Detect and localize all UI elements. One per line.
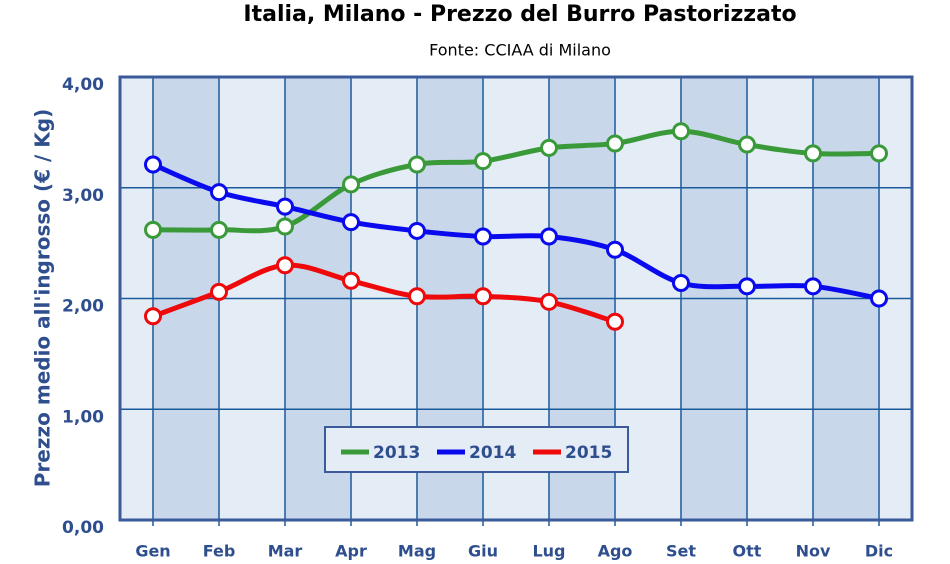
data-point — [144, 307, 162, 326]
x-tick-label: Ago — [598, 542, 633, 561]
x-tick-label: Dic — [865, 542, 893, 561]
y-axis-label: Prezzo medio all'ingrosso (€ / Kg) — [31, 109, 55, 487]
data-point — [606, 240, 624, 259]
data-point — [276, 217, 294, 236]
y-tick-label: 2,00 — [62, 297, 104, 317]
data-point — [474, 152, 492, 171]
data-point — [474, 287, 492, 306]
y-tick-label: 0,00 — [62, 518, 104, 538]
plot-frame — [118, 75, 914, 522]
data-point — [474, 227, 492, 246]
data-point — [408, 155, 426, 174]
data-point — [606, 134, 624, 153]
data-point — [210, 183, 228, 202]
x-tick-label: Set — [666, 542, 696, 561]
data-point — [738, 277, 756, 296]
x-tick-label: Nov — [796, 542, 831, 561]
data-point — [870, 289, 888, 308]
data-point — [738, 135, 756, 154]
y-tick-label: 4,00 — [62, 75, 104, 95]
y-tick-label: 1,00 — [62, 407, 104, 427]
legend-label: 2013 — [373, 443, 420, 463]
legend-label: 2015 — [565, 443, 612, 463]
data-point — [672, 122, 690, 141]
data-point — [672, 273, 690, 292]
data-point — [804, 277, 822, 296]
data-point — [276, 256, 294, 275]
y-tick-label: 3,00 — [62, 186, 104, 206]
data-point — [408, 221, 426, 240]
x-tick-label: Mar — [268, 542, 303, 561]
data-point — [540, 227, 558, 246]
data-point — [144, 220, 162, 239]
data-point — [276, 197, 294, 216]
chart-subtitle: Fonte: CCIAA di Milano — [429, 41, 611, 60]
x-tick-label: Mag — [398, 542, 436, 561]
x-tick-label: Gen — [135, 542, 170, 561]
data-point — [804, 144, 822, 163]
x-tick-label: Ott — [733, 542, 762, 561]
data-point — [870, 144, 888, 163]
legend-box — [324, 426, 629, 473]
data-point — [540, 292, 558, 311]
x-tick-label: Feb — [203, 542, 236, 561]
data-point — [342, 213, 360, 232]
data-point — [210, 282, 228, 301]
chart-title: Italia, Milano - Prezzo del Burro Pastor… — [243, 2, 796, 27]
data-point — [144, 155, 162, 174]
data-point — [540, 138, 558, 157]
data-point — [606, 312, 624, 331]
data-point — [210, 220, 228, 239]
data-point — [408, 287, 426, 306]
data-point — [342, 175, 360, 194]
x-tick-label: Apr — [335, 542, 367, 561]
data-point — [342, 271, 360, 290]
x-tick-label: Lug — [532, 542, 565, 561]
x-tick-label: Giu — [468, 542, 498, 561]
legend-label: 2014 — [469, 443, 516, 463]
